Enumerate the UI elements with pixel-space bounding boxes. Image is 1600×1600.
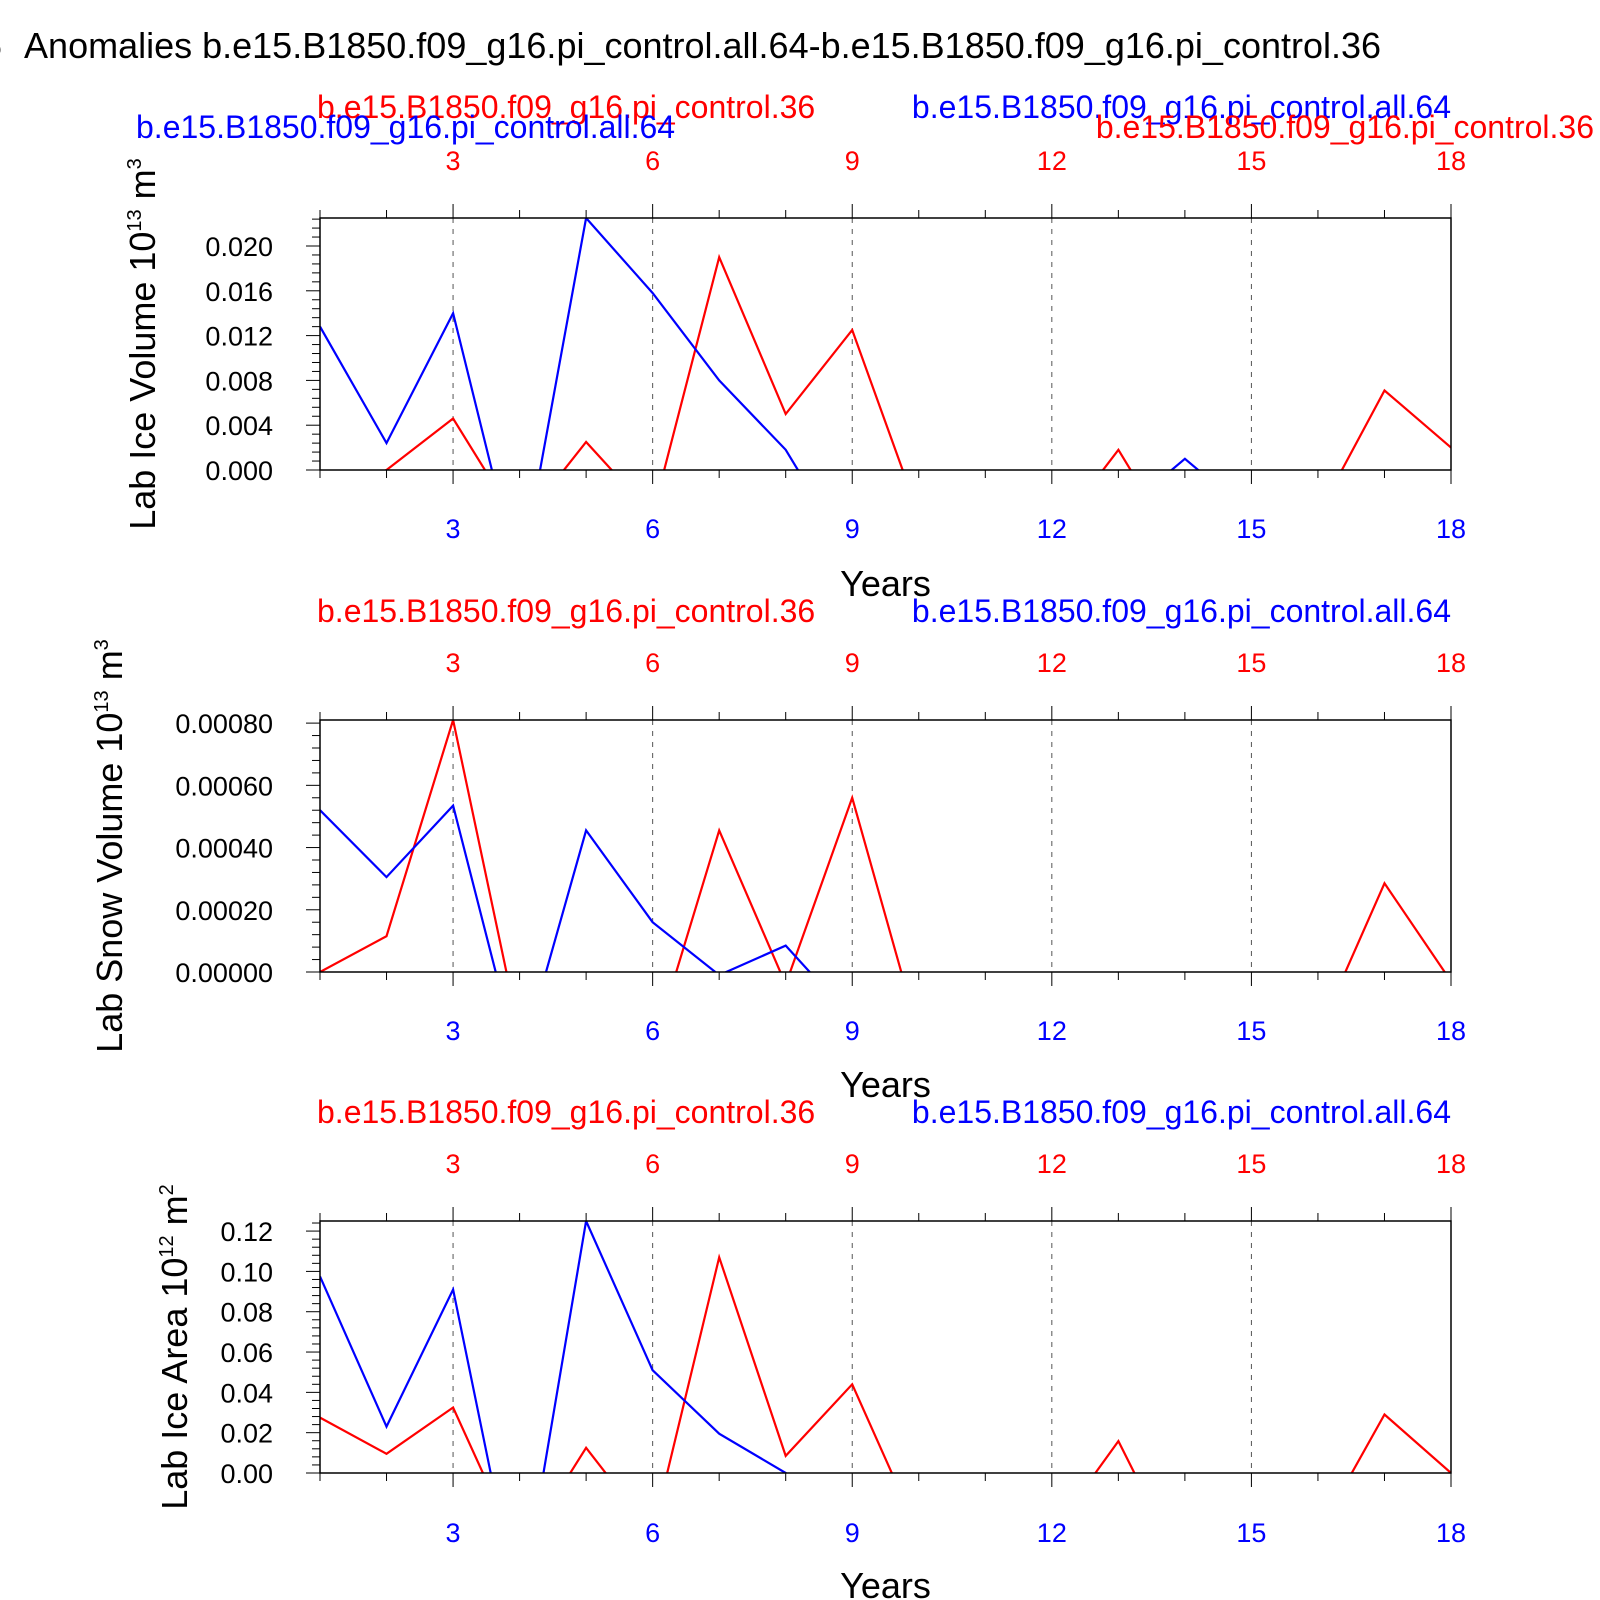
x-tick-label-bottom: 18 <box>1436 1016 1466 1046</box>
x-tick-label-top: 12 <box>1037 146 1067 176</box>
series-label-red: b.e15.B1850.f09_g16.pi_control.36 <box>317 1094 815 1130</box>
y-tick-label: 0.00000 <box>175 958 273 988</box>
x-tick-label-top: 6 <box>645 146 660 176</box>
y-tick-label: 0.016 <box>205 277 273 307</box>
x-tick-label-top: 18 <box>1436 146 1466 176</box>
series-label-blue: b.e15.B1850.f09_g16.pi_control.all.64 <box>912 593 1451 629</box>
x-tick-label-bottom: 12 <box>1037 514 1067 544</box>
series-line-blue <box>320 1221 788 1473</box>
series-label-red: b.e15.B1850.f09_g16.pi_control.36 <box>317 593 815 629</box>
y-tick-label: 0.004 <box>205 411 273 441</box>
y-tick-label: 0.04 <box>220 1378 273 1408</box>
y-tick-label: 0.00 <box>220 1459 273 1489</box>
x-tick-label-bottom: 18 <box>1436 1518 1466 1548</box>
x-tick-label-bottom: 6 <box>645 514 660 544</box>
x-tick-label-bottom: 18 <box>1436 514 1466 544</box>
x-tick-label-top: 9 <box>845 146 860 176</box>
panel-2: 0.00000 0.00020 0.00040 0.00060 0.00080 3 3 6 6 9… <box>89 593 1466 1105</box>
y-tick-label: 0.00060 <box>175 771 273 801</box>
series-line-red <box>320 1253 1451 1473</box>
x-tick-label-top: 9 <box>845 648 860 678</box>
x-tick-label-top: 15 <box>1236 1149 1266 1179</box>
y-tick-label: 0.06 <box>220 1338 273 1368</box>
panels: 0.000 0.004 0.008 0.012 0.016 0.020 3 3 6 6 9 9 12 12… <box>89 89 1594 1600</box>
x-tick-label-top: 3 <box>446 146 461 176</box>
x-tick-label-bottom: 12 <box>1037 1518 1067 1548</box>
x-tick-label-bottom: 3 <box>446 1518 461 1548</box>
y-tick-label: 0.00040 <box>175 834 273 864</box>
y-tick-label: 0.12 <box>220 1217 273 1247</box>
series-label-blue-extra: b.e15.B1850.f09_g16.pi_control.all.64 <box>136 109 675 145</box>
x-tick-label-top: 12 <box>1037 648 1067 678</box>
y-tick-label: 0.00020 <box>175 896 273 926</box>
x-axis-title: Years <box>840 1064 931 1105</box>
y-axis-title: Lab Ice Volume 1013 m3 <box>122 158 163 530</box>
x-tick-label-top: 15 <box>1236 146 1266 176</box>
x-tick-label-bottom: 3 <box>446 514 461 544</box>
x-tick-label-bottom: 9 <box>845 1016 860 1046</box>
x-tick-label-bottom: 15 <box>1236 1016 1266 1046</box>
series-line-blue <box>320 803 812 972</box>
figure-title: 6Anomalies b.e15.B1850.f09_g16.pi_contro… <box>0 25 1381 66</box>
x-tick-label-bottom: 6 <box>645 1518 660 1548</box>
x-tick-label-top: 6 <box>645 648 660 678</box>
x-tick-label-bottom: 9 <box>845 1518 860 1548</box>
y-tick-label: 0.08 <box>220 1298 273 1328</box>
y-axis-title: Lab Snow Volume 1013 m3 <box>89 639 130 1053</box>
y-tick-label: 0.000 <box>205 456 273 486</box>
x-tick-label-bottom: 9 <box>845 514 860 544</box>
series-label-red-extra: b.e15.B1850.f09_g16.pi_control.36 <box>1096 109 1594 145</box>
plot-frame <box>319 1220 1452 1474</box>
y-tick-label: 0.02 <box>220 1419 273 1449</box>
x-tick-label-top: 18 <box>1436 648 1466 678</box>
x-tick-label-top: 3 <box>446 1149 461 1179</box>
series-label-blue: b.e15.B1850.f09_g16.pi_control.all.64 <box>912 1094 1451 1130</box>
series-line-blue <box>320 218 1200 470</box>
x-tick-label-top: 18 <box>1436 1149 1466 1179</box>
x-tick-label-top: 6 <box>645 1149 660 1179</box>
y-tick-label: 0.008 <box>205 366 273 396</box>
x-tick-label-top: 9 <box>845 1149 860 1179</box>
y-axis-title: Lab Ice Area 1012 m2 <box>154 1184 195 1510</box>
series-label-blue: b.e15.B1850.f09_g16.pi_control.all.64 <box>912 89 1451 125</box>
x-tick-label-bottom: 15 <box>1236 1518 1266 1548</box>
x-tick-label-bottom: 12 <box>1037 1016 1067 1046</box>
series-line-red <box>383 253 1451 470</box>
plot-frame <box>319 217 1452 471</box>
panel-3: 0.00 0.02 0.04 0.06 0.08 0.10 0.12 3 3 6 6 9 9 12 12 15… <box>154 1094 1466 1600</box>
x-axis-title: Years <box>840 1565 931 1600</box>
y-tick-label: 0.020 <box>205 232 273 262</box>
x-tick-label-bottom: 6 <box>645 1016 660 1046</box>
x-axis-title: Years <box>840 563 931 604</box>
series-label-red: b.e15.B1850.f09_g16.pi_control.36 <box>317 89 815 125</box>
x-tick-label-top: 3 <box>446 648 461 678</box>
x-tick-label-top: 12 <box>1037 1149 1067 1179</box>
x-tick-label-top: 15 <box>1236 648 1266 678</box>
y-tick-label: 0.012 <box>205 322 273 352</box>
y-tick-label: 0.10 <box>220 1257 273 1287</box>
x-tick-label-bottom: 3 <box>446 1016 461 1046</box>
y-tick-label: 0.00080 <box>175 709 273 739</box>
plot-frame <box>319 719 1452 973</box>
x-tick-label-bottom: 15 <box>1236 514 1266 544</box>
series-line-red <box>320 720 1447 972</box>
panel-1: 0.000 0.004 0.008 0.012 0.016 0.020 3 3 6 6 9 9 12 12… <box>122 89 1594 604</box>
